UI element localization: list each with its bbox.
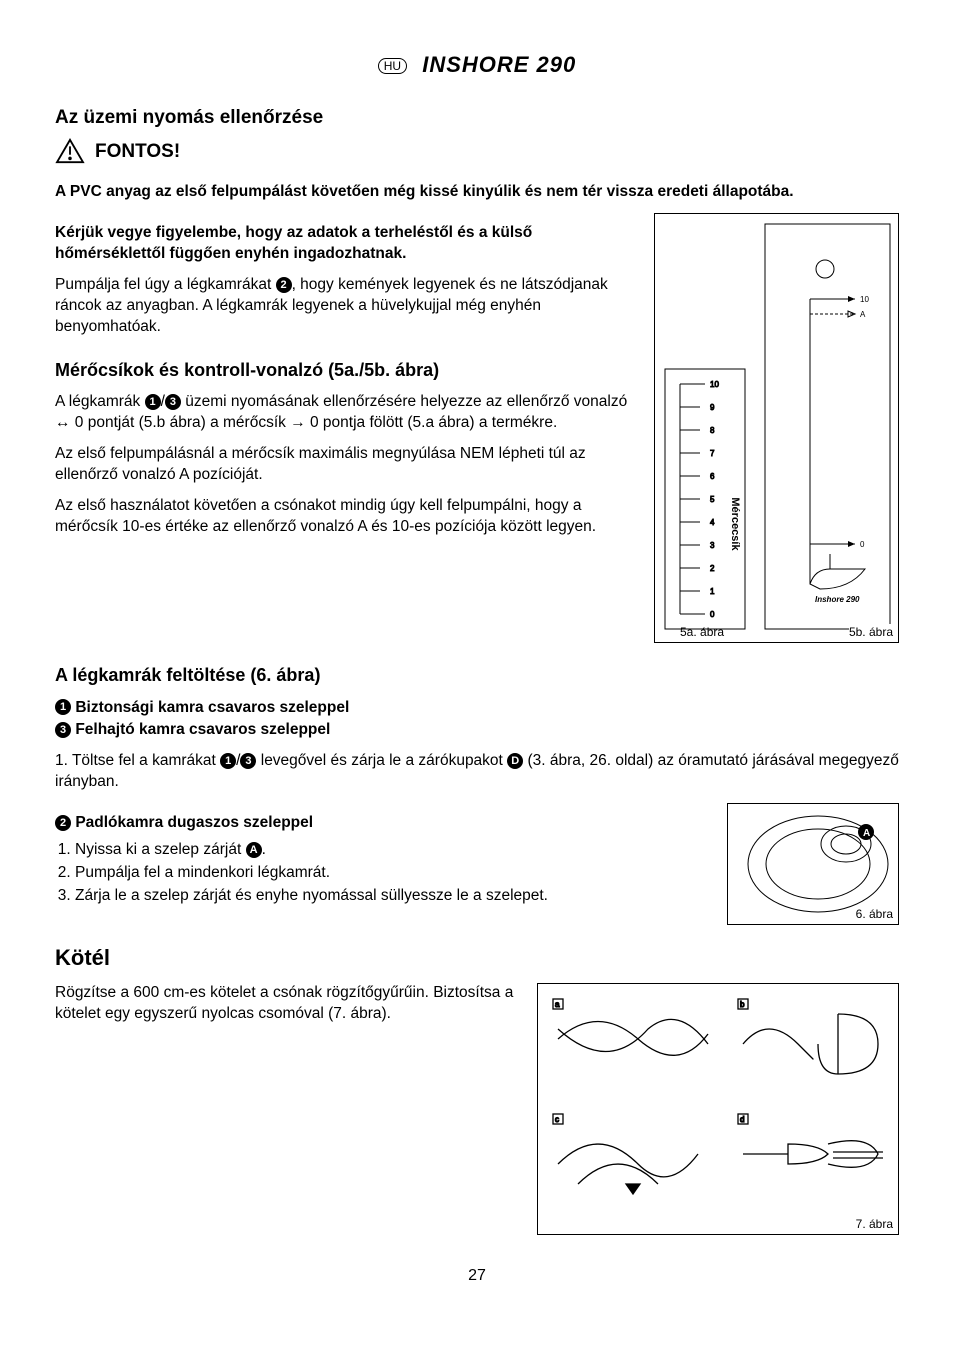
pump-pre: Pumpálja fel úgy a légkamrákat xyxy=(55,276,276,293)
svg-text:1: 1 xyxy=(710,587,715,596)
svg-text:5: 5 xyxy=(710,495,715,504)
lang-badge: HU xyxy=(378,58,407,74)
right-arrow-icon: → xyxy=(290,414,306,431)
inshore-label: Inshore 290 xyxy=(815,595,860,604)
important-callout: FONTOS! xyxy=(55,138,899,164)
svg-text:d: d xyxy=(740,1115,744,1124)
svg-text:0: 0 xyxy=(860,540,865,549)
s21a: Nyissa ki a szelep zárját xyxy=(75,841,246,858)
heading-rope: Kötél xyxy=(55,943,899,973)
pump-instruction: Pumpálja fel úgy a légkamrákat 2, hogy k… xyxy=(55,275,634,338)
svg-text:3: 3 xyxy=(710,541,715,550)
svg-text:9: 9 xyxy=(710,403,715,412)
r1b: üzemi nyomásának ellenőrzésére helyezze … xyxy=(181,393,627,410)
chamber-2-label: Padlókamra dugaszos szeleppel xyxy=(75,814,313,831)
marker-3c: 3 xyxy=(240,753,256,769)
marker-1: 1 xyxy=(145,394,161,410)
marker-2b: 2 xyxy=(55,815,71,831)
fig-5b-label: 5b. ábra xyxy=(849,624,893,640)
fig-6-label: 6. ábra xyxy=(856,906,893,922)
chamber-3-label: Felhajtó kamra csavaros szeleppel xyxy=(75,721,330,738)
step-2-2: Pumpálja fel a mindenkori légkamrát. xyxy=(75,863,707,884)
r1c: 0 pontját (5.b ábra) a mérőcsík xyxy=(71,414,291,431)
chamber-1-3-heading: 1 Biztonsági kamra csavaros szeleppel 3 … xyxy=(55,698,899,742)
double-arrow-icon: ↔ xyxy=(55,414,71,431)
svg-text:2: 2 xyxy=(710,564,715,573)
fig-5a-label: 5a. ábra xyxy=(680,624,724,640)
marker-3b: 3 xyxy=(55,722,71,738)
pvc-warning: A PVC anyag az első felpumpálást követőe… xyxy=(55,182,899,203)
marker-A: A xyxy=(246,842,262,858)
marker-1b: 1 xyxy=(55,699,71,715)
page-header: HU INSHORE 290 xyxy=(55,50,899,80)
svg-text:10: 10 xyxy=(710,380,719,389)
ruler-para-3: Az első használatot követően a csónakot … xyxy=(55,496,634,538)
fill-step-13: 1. Töltse fel a kamrákat 1/3 levegővel é… xyxy=(55,751,899,793)
ruler-para-1: A légkamrák 1/3 üzemi nyomásának ellenőr… xyxy=(55,392,634,434)
r1d: 0 pontja fölött (5.a ábra) a termékre. xyxy=(306,414,558,431)
svg-text:8: 8 xyxy=(710,426,715,435)
s21b: . xyxy=(262,841,266,858)
chamber-2-heading: 2 Padlókamra dugaszos szeleppel xyxy=(55,813,707,834)
mercecsik-label: Mércecsík xyxy=(729,498,741,552)
chamber-1-label: Biztonsági kamra csavaros szeleppel xyxy=(75,699,349,716)
rope-para: Rögzítse a 600 cm-es kötelet a csónak rö… xyxy=(55,983,517,1025)
fig-7-label: 7. ábra xyxy=(856,1216,893,1232)
heading-fill: A légkamrák feltöltése (6. ábra) xyxy=(55,663,899,687)
svg-text:10: 10 xyxy=(860,295,869,304)
svg-text:b: b xyxy=(740,1000,745,1009)
marker-3: 3 xyxy=(165,394,181,410)
marker-D: D xyxy=(507,753,523,769)
svg-text:A: A xyxy=(863,828,870,839)
svg-text:A: A xyxy=(860,310,866,319)
ruler-svg: 10 9 8 7 6 5 4 3 2 1 0 Mércecsík 10 A 0 xyxy=(655,214,898,642)
r1a: A légkamrák xyxy=(55,393,145,410)
marker-1c: 1 xyxy=(220,753,236,769)
warning-icon xyxy=(55,138,85,164)
step-2-1: Nyissa ki a szelep zárját A. xyxy=(75,840,707,861)
svg-text:6: 6 xyxy=(710,472,715,481)
s13b: levegővel és zárja le a zárókupakot xyxy=(256,752,507,769)
svg-text:0: 0 xyxy=(710,610,715,619)
figure-5: 10 9 8 7 6 5 4 3 2 1 0 Mércecsík 10 A 0 xyxy=(654,213,899,643)
svg-text:7: 7 xyxy=(710,449,715,458)
figure-6: A 6. ábra xyxy=(727,803,899,925)
heading-ruler: Mérőcsíkok és kontroll-vonalzó (5a./5b. … xyxy=(55,358,634,382)
important-label: FONTOS! xyxy=(95,139,180,165)
svg-text:c: c xyxy=(555,1115,559,1124)
ruler-para-2: Az első felpumpálásnál a mérőcsík maximá… xyxy=(55,444,634,486)
knot-svg: a b c d xyxy=(538,984,896,1232)
tolerance-note: Kérjük vegye figyelembe, hogy az adatok … xyxy=(55,223,634,265)
s13a: 1. Töltse fel a kamrákat xyxy=(55,752,220,769)
product-title: INSHORE 290 xyxy=(422,52,576,77)
figure-7: a b c d 7. ábra xyxy=(537,983,899,1235)
marker-2: 2 xyxy=(276,277,292,293)
valve-svg: A xyxy=(728,804,896,922)
svg-text:a: a xyxy=(555,1000,560,1009)
heading-pressure-check: Az üzemi nyomás ellenőrzése xyxy=(55,105,899,131)
chamber-2-steps: Nyissa ki a szelep zárját A. Pumpálja fe… xyxy=(55,840,707,907)
page-number: 27 xyxy=(55,1265,899,1287)
step-2-3: Zárja le a szelep zárját és enyhe nyomás… xyxy=(75,886,707,907)
svg-text:4: 4 xyxy=(710,518,715,527)
